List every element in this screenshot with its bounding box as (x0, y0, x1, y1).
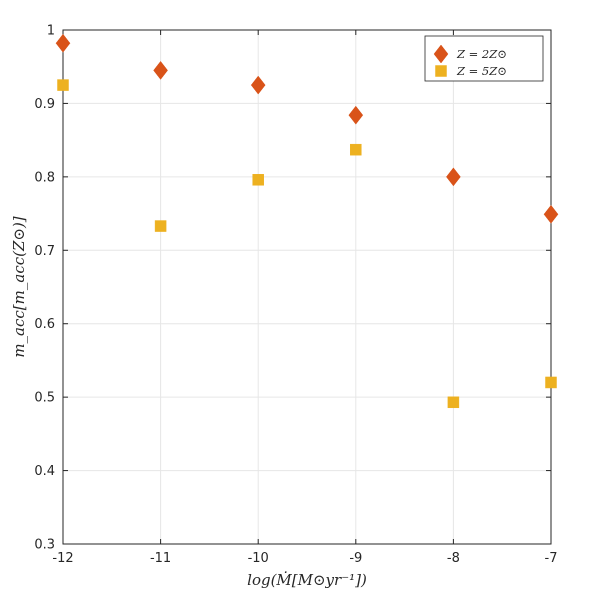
plot-frame (62, 29, 552, 545)
x-tick-label: -7 (545, 551, 558, 566)
y-tick-label: 0.9 (34, 97, 55, 112)
x-tick-label: -12 (52, 551, 73, 566)
plot-background (63, 30, 551, 544)
diamond-point (348, 105, 364, 125)
y-tick-label: 0.7 (34, 244, 55, 259)
y-tick-label: 0.8 (34, 170, 55, 185)
y-axis-label: m_acc[m_acc(Z⊙)] (10, 216, 28, 357)
diamond-legend-marker (433, 44, 449, 64)
square-point (154, 220, 167, 232)
data-markers (55, 33, 559, 409)
axis-ticks (62, 29, 552, 545)
diamond-point (153, 60, 168, 80)
x-tick-label: -10 (248, 551, 269, 566)
legend-label: Z = 5Z⊙ (456, 64, 507, 78)
y-tick-label: 1 (47, 24, 55, 39)
square-point (447, 396, 460, 409)
y-tick-labels: 0.3 0.4 0.5 0.6 0.7 0.8 0.9 1 (34, 24, 55, 553)
y-tick-label: 0.3 (34, 538, 55, 553)
square-point (252, 174, 264, 186)
x-axis-label: log(Ṁ[M⊙yr⁻¹]) (247, 571, 367, 589)
diamond-point (543, 204, 559, 224)
legend-items: Z = 2Z⊙ Z = 5Z⊙ (433, 44, 507, 78)
legend: Z = 2Z⊙ Z = 5Z⊙ (424, 35, 544, 82)
diamond-point (446, 167, 461, 187)
y-tick-label: 0.6 (34, 317, 55, 332)
x-tick-label: -8 (447, 551, 460, 566)
x-tick-label: -9 (349, 551, 362, 566)
y-tick-label: 0.5 (34, 391, 55, 406)
diamond-point (55, 33, 71, 53)
square-point (545, 376, 557, 389)
x-tick-label: -11 (150, 551, 171, 566)
legend-label: Z = 2Z⊙ (456, 47, 507, 61)
square-point (350, 143, 362, 156)
square-legend-marker (435, 65, 447, 77)
square-point (57, 79, 69, 91)
x-tick-labels: -12 -11 -10 -9 -8 -7 (52, 551, 557, 566)
y-tick-label: 0.4 (34, 464, 55, 479)
diamond-point (250, 75, 266, 95)
